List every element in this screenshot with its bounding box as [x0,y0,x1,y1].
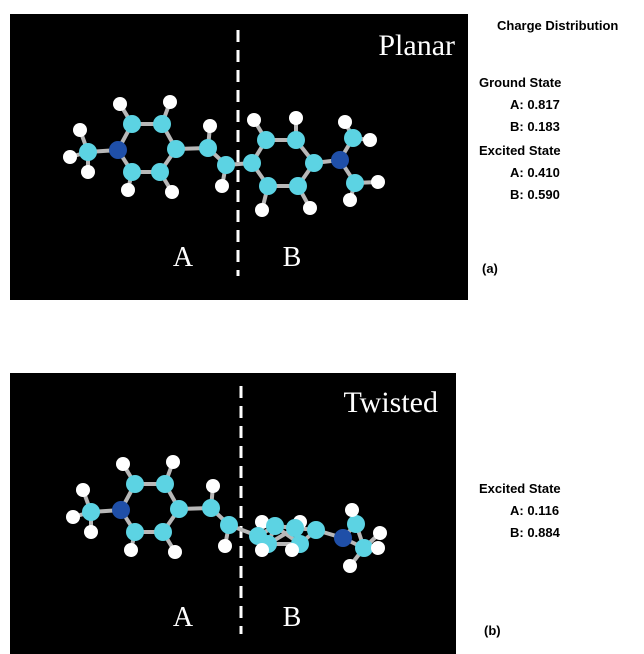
atom [217,156,235,174]
atom [154,523,172,541]
atom [363,133,377,147]
atom [202,499,220,517]
atom [170,500,188,518]
atom [79,143,97,161]
state-name: Ground State [479,75,561,90]
charge: B: 0.183 [510,119,560,134]
atom [153,115,171,133]
panel-label: (b) [484,623,501,638]
atom [289,111,303,125]
atom [289,177,307,195]
atom [371,175,385,189]
charge: B: 0.884 [510,525,561,540]
atom [259,177,277,195]
atom [255,515,269,529]
atom [347,515,365,533]
region-label: B [283,602,302,633]
atom [206,479,220,493]
atom [247,113,261,127]
heading: Charge Distribution [497,18,618,33]
panel-label: (a) [482,261,498,276]
atom [81,165,95,179]
atom [113,97,127,111]
charge: A: 0.817 [510,97,560,112]
atom [109,141,127,159]
atom [343,559,357,573]
molecule [66,455,387,573]
atom [307,521,325,539]
atom [121,183,135,197]
atom [334,529,352,547]
charge: A: 0.116 [510,503,559,518]
atom [338,115,352,129]
atom [124,543,138,557]
atom [123,163,141,181]
region-label: B [283,242,302,273]
atom [305,154,323,172]
atom [220,516,238,534]
atom [303,201,317,215]
atom [73,123,87,137]
atom [345,503,359,517]
atom [371,541,385,555]
state-name: Excited State [479,143,561,158]
charge: B: 0.590 [510,187,560,202]
atom [123,115,141,133]
atom [285,543,299,557]
atom [66,510,80,524]
atom [199,139,217,157]
atom [126,523,144,541]
atom [257,131,275,149]
atom [287,131,305,149]
panel-title: Twisted [343,386,438,419]
atom [82,503,100,521]
region-label: A [173,602,194,633]
atom [331,151,349,169]
atom [344,129,362,147]
atom [156,475,174,493]
atom [215,179,229,193]
atom [151,163,169,181]
atom [166,455,180,469]
atom [255,203,269,217]
atom [116,457,130,471]
region-label: A [173,242,194,273]
charge: A: 0.410 [510,165,560,180]
atom [203,119,217,133]
atom [112,501,130,519]
panel-title: Planar [378,29,455,62]
atom [266,517,284,535]
atom [243,154,261,172]
atom [343,193,357,207]
atom [355,539,373,557]
atom [165,185,179,199]
atom [168,545,182,559]
atom [218,539,232,553]
atom [84,525,98,539]
atom [167,140,185,158]
molecule [63,95,385,217]
atom [286,519,304,537]
atom [63,150,77,164]
atom [346,174,364,192]
atom [255,543,269,557]
atom [373,526,387,540]
atom [76,483,90,497]
atom [163,95,177,109]
atom [126,475,144,493]
state-name: Excited State [479,481,561,496]
